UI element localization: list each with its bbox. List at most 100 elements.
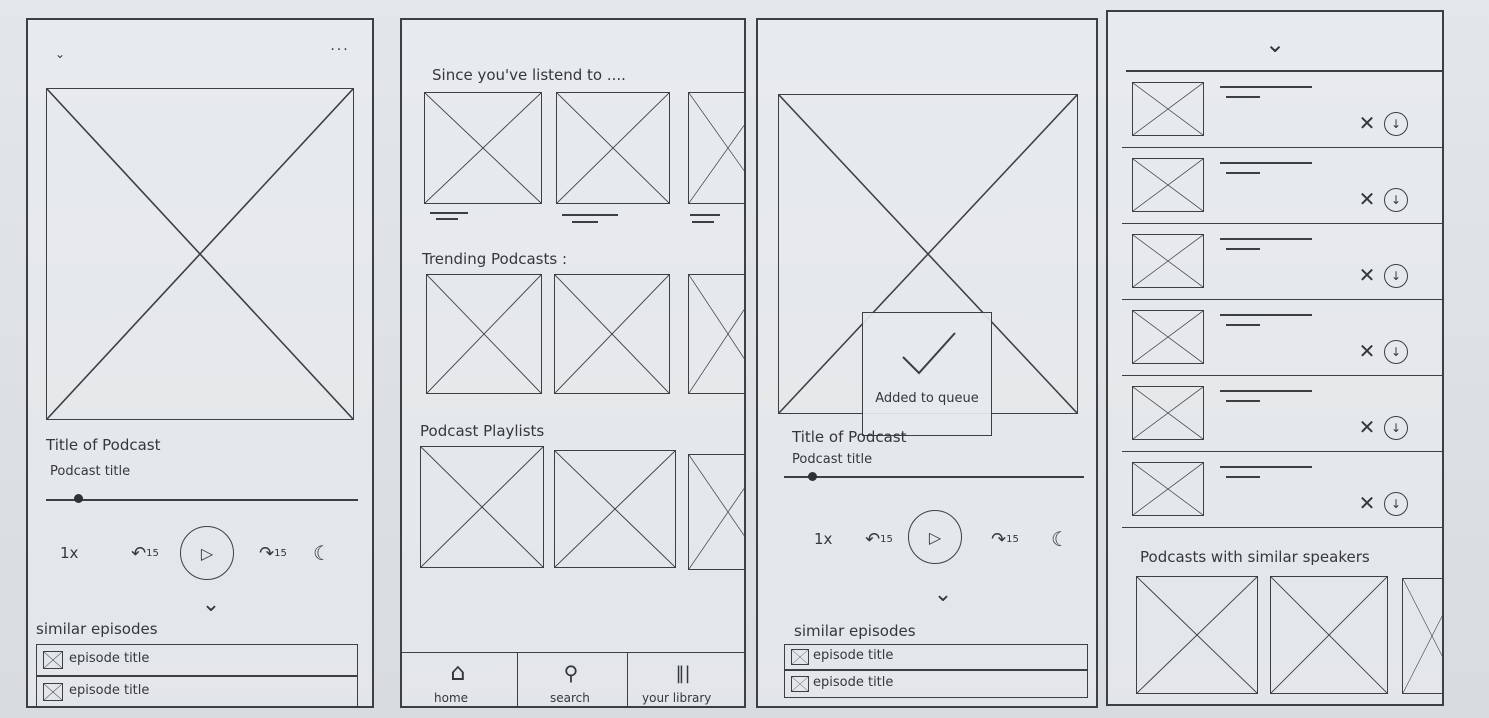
- speed-button[interactable]: 1x: [60, 544, 79, 562]
- download-icon[interactable]: ↓: [1384, 340, 1408, 364]
- squiggle-caption: [572, 221, 598, 223]
- podcast-card-placeholder[interactable]: [424, 92, 542, 204]
- podcast-card-placeholder[interactable]: [426, 274, 542, 394]
- chevron-down-icon[interactable]: ⌄: [54, 47, 66, 61]
- nav-home[interactable]: ⌂ home: [402, 653, 518, 706]
- episode-title: Podcast title: [50, 464, 131, 479]
- podcast-card-placeholder[interactable]: [556, 92, 670, 204]
- queue-row[interactable]: ✕ ↓: [1122, 148, 1442, 224]
- squiggle-caption: [430, 212, 468, 214]
- progress-track[interactable]: [46, 499, 358, 501]
- queue-thumb-placeholder: [1132, 310, 1204, 364]
- screen-now-playing: ⌄ ··· Title of Podcast Podcast title 1x …: [26, 18, 374, 708]
- download-icon[interactable]: ↓: [1384, 492, 1408, 516]
- sleep-timer-moon-icon[interactable]: ☾: [1051, 527, 1069, 551]
- remove-icon[interactable]: ✕: [1358, 263, 1376, 287]
- home-icon: ⌂: [450, 658, 466, 686]
- remove-icon[interactable]: ✕: [1358, 339, 1376, 363]
- queue-title-squiggle: [1220, 238, 1312, 240]
- queue-row[interactable]: ✕ ↓: [1122, 376, 1442, 452]
- forward-15-icon[interactable]: ↷ 15: [991, 528, 1019, 550]
- episode-row[interactable]: episode title: [784, 644, 1088, 670]
- sleep-timer-moon-icon[interactable]: ☾: [313, 541, 331, 565]
- episode-row-title: episode title: [813, 675, 894, 690]
- remove-icon[interactable]: ✕: [1358, 415, 1376, 439]
- nav-search[interactable]: ⚲ search: [518, 653, 628, 706]
- queue-subtitle-squiggle: [1226, 172, 1260, 174]
- screen-added-to-queue: Added to queue Title of Podcast Podcast …: [756, 18, 1098, 708]
- expand-chevron-icon[interactable]: ⌄: [933, 581, 953, 607]
- expand-chevron-icon[interactable]: ⌄: [201, 591, 221, 617]
- episode-row[interactable]: episode title: [36, 676, 358, 706]
- queue-row[interactable]: ✕ ↓: [1122, 224, 1442, 300]
- queue-thumb-placeholder: [1132, 462, 1204, 516]
- nav-search-label: search: [550, 691, 590, 705]
- queue-title-squiggle: [1220, 466, 1312, 468]
- podcast-card-placeholder[interactable]: [554, 274, 670, 394]
- squiggle-caption: [436, 218, 458, 220]
- toast-text: Added to queue: [875, 391, 979, 406]
- playlist-card-placeholder[interactable]: [688, 454, 744, 570]
- speaker-podcast-card-placeholder[interactable]: [1402, 578, 1442, 694]
- rewind-15-icon[interactable]: ↶ 15: [865, 528, 893, 550]
- podcast-title: Title of Podcast: [792, 428, 907, 446]
- episode-row[interactable]: episode title: [784, 670, 1088, 698]
- download-icon[interactable]: ↓: [1384, 264, 1408, 288]
- episode-thumb-placeholder: [43, 683, 63, 701]
- queue-title-squiggle: [1220, 390, 1312, 392]
- playlist-card-placeholder[interactable]: [420, 446, 544, 568]
- play-button[interactable]: ▷: [908, 510, 962, 564]
- speaker-podcast-card-placeholder[interactable]: [1270, 576, 1388, 694]
- play-button[interactable]: ▷: [180, 526, 234, 580]
- remove-icon[interactable]: ✕: [1358, 187, 1376, 211]
- queue-thumb-placeholder: [1132, 234, 1204, 288]
- nav-library[interactable]: ‖| your library: [628, 653, 744, 706]
- download-icon[interactable]: ↓: [1384, 416, 1408, 440]
- speaker-podcast-card-placeholder[interactable]: [1136, 576, 1258, 694]
- progress-track[interactable]: [784, 476, 1084, 478]
- progress-thumb[interactable]: [808, 472, 817, 481]
- remove-icon[interactable]: ✕: [1358, 491, 1376, 515]
- podcast-card-placeholder[interactable]: [688, 92, 744, 204]
- queue-thumb-placeholder: [1132, 82, 1204, 136]
- episode-thumb-placeholder: [791, 649, 809, 665]
- similar-episodes-heading: similar episodes: [36, 620, 158, 638]
- play-icon: ▷: [928, 527, 942, 547]
- queue-title-squiggle: [1220, 86, 1312, 88]
- queue-subtitle-squiggle: [1226, 324, 1260, 326]
- podcast-card-placeholder[interactable]: [688, 274, 744, 394]
- queue-title-squiggle: [1220, 162, 1312, 164]
- section-heading-trending: Trending Podcasts :: [422, 250, 567, 268]
- download-icon[interactable]: ↓: [1384, 112, 1408, 136]
- added-to-queue-toast: Added to queue: [862, 312, 992, 436]
- speed-button[interactable]: 1x: [814, 530, 833, 548]
- queue-subtitle-squiggle: [1226, 96, 1260, 98]
- queue-thumb-placeholder: [1132, 386, 1204, 440]
- screen-queue: ⌄ ✕ ↓ ✕ ↓ ✕ ↓ ✕ ↓ ✕ ↓ ✕ ↓ Podcasts with similar spe…: [1106, 10, 1444, 706]
- checkmark-icon: [902, 332, 956, 375]
- download-icon[interactable]: ↓: [1384, 188, 1408, 212]
- section-heading-since-listened: Since you've listend to ....: [432, 66, 626, 84]
- queue-subtitle-squiggle: [1226, 476, 1260, 478]
- queue-row[interactable]: ✕ ↓: [1122, 300, 1442, 376]
- queue-row[interactable]: ✕ ↓: [1122, 452, 1442, 528]
- nav-library-label: your library: [642, 691, 712, 705]
- playlist-card-placeholder[interactable]: [554, 450, 676, 568]
- remove-icon[interactable]: ✕: [1358, 111, 1376, 135]
- rewind-15-icon[interactable]: ↶ 15: [131, 542, 159, 564]
- episode-row-title: episode title: [69, 651, 150, 666]
- search-icon: ⚲: [563, 661, 579, 685]
- forward-15-icon[interactable]: ↷ 15: [259, 542, 287, 564]
- more-dots-icon[interactable]: ···: [330, 42, 350, 58]
- nav-home-label: home: [434, 691, 469, 705]
- play-icon: ▷: [200, 543, 214, 563]
- library-icon: ‖|: [675, 662, 691, 684]
- queue-thumb-placeholder: [1132, 158, 1204, 212]
- episode-row[interactable]: episode title: [36, 644, 358, 676]
- progress-thumb[interactable]: [74, 494, 83, 503]
- queue-row[interactable]: ✕ ↓: [1122, 72, 1442, 148]
- similar-speakers-heading: Podcasts with similar speakers: [1140, 548, 1370, 566]
- collapse-chevron-icon[interactable]: ⌄: [1264, 30, 1286, 58]
- queue-subtitle-squiggle: [1226, 248, 1260, 250]
